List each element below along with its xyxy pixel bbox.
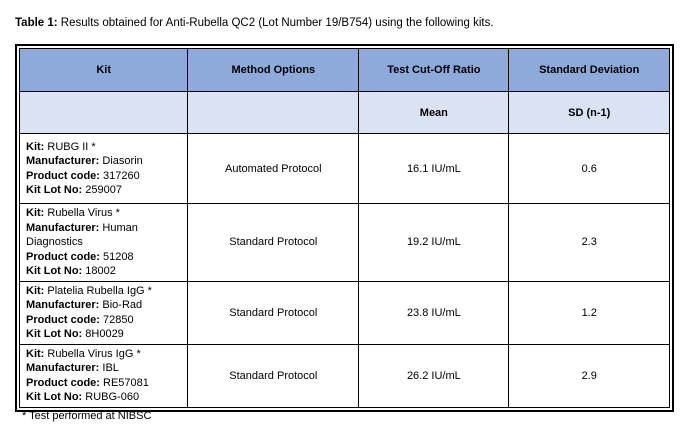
product-code-line: Product code: 72850 — [26, 313, 181, 328]
mean-cell: 19.2 IU/mL — [358, 203, 510, 282]
manufacturer-value: IBL — [102, 362, 119, 374]
subheader-method-empty — [187, 91, 360, 134]
subheader-mean: Mean — [358, 91, 510, 134]
product-code-label: Product code: — [26, 250, 100, 263]
table-row: Kit: Platelia Rubella IgG * Manufacturer… — [18, 280, 670, 345]
kit-name-line: Kit: RUBG II * — [26, 140, 181, 155]
kit-lot-label: Kit Lot No: — [26, 328, 83, 340]
table-row: Kit: RUBG II * Manufacturer: Diasorin Pr… — [18, 133, 670, 204]
kit-lot-line: Kit Lot No: 8H0029 — [26, 327, 181, 342]
manufacturer-line: Manufacturer: Diasorin — [26, 154, 181, 169]
kit-label: Kit: — [26, 284, 45, 297]
sd-cell: 1.2 — [508, 280, 670, 345]
manufacturer-label: Manufacturer: — [26, 299, 100, 311]
manufacturer-line: Manufacturer: IBL — [26, 361, 181, 376]
product-code-label: Product code: — [26, 169, 100, 182]
manufacturer-value: Diasorin — [102, 155, 143, 167]
table-footnote: * Test performed at NIBSC — [22, 410, 152, 422]
product-code-label: Product code: — [26, 376, 100, 389]
manufacturer-value: Bio-Rad — [102, 299, 143, 311]
table-row: Kit: Rubella Virus IgG * Manufacturer: I… — [18, 343, 670, 408]
table-subheader-row: Mean SD (n-1) — [18, 91, 670, 134]
manufacturer-line: Manufacturer: Bio-Rad — [26, 298, 181, 313]
product-code-value: 51208 — [103, 250, 134, 263]
kit-name: Platelia Rubella IgG * — [47, 284, 152, 297]
column-header-standard-deviation: Standard Deviation — [508, 48, 670, 92]
kit-info-cell: Kit: Rubella Virus IgG * Manufacturer: I… — [18, 343, 189, 408]
kit-lot-line: Kit Lot No: RUBG-060 — [26, 390, 181, 405]
method-cell: Automated Protocol — [187, 133, 360, 204]
kit-name: Rubella Virus * — [47, 207, 120, 219]
kit-lot-value: 259007 — [85, 184, 122, 196]
product-code-label: Product code: — [26, 313, 100, 326]
manufacturer-line: Manufacturer: Human Diagnostics — [26, 221, 181, 250]
product-code-value: 72850 — [103, 313, 134, 326]
mean-cell: 16.1 IU/mL — [358, 133, 510, 204]
column-header-test-cutoff-ratio: Test Cut-Off Ratio — [358, 48, 510, 92]
subheader-kit-empty — [18, 91, 189, 134]
table-outer-box: Kit Method Options Test Cut-Off Ratio St… — [15, 44, 674, 412]
table-row: Kit: Rubella Virus * Manufacturer: Human… — [18, 203, 670, 282]
kit-lot-label: Kit Lot No: — [26, 184, 83, 196]
table-caption-label: Table 1: — [15, 17, 58, 29]
product-code-line: Product code: 317260 — [26, 169, 181, 184]
results-table: Kit Method Options Test Cut-Off Ratio St… — [18, 48, 670, 408]
kit-lot-value: 18002 — [85, 265, 116, 277]
sd-cell: 0.6 — [508, 133, 670, 204]
kit-lot-value: RUBG-060 — [85, 391, 140, 403]
kit-info-cell: Kit: RUBG II * Manufacturer: Diasorin Pr… — [18, 133, 189, 204]
product-code-value: 317260 — [103, 169, 140, 182]
method-cell: Standard Protocol — [187, 280, 360, 345]
table-caption-text: Results obtained for Anti-Rubella QC2 (L… — [57, 17, 494, 29]
column-header-method-options: Method Options — [187, 48, 360, 92]
subheader-sd: SD (n-1) — [508, 91, 670, 134]
kit-name-line: Kit: Rubella Virus * — [26, 206, 181, 221]
product-code-value: RE57081 — [103, 376, 149, 389]
kit-label: Kit: — [26, 207, 45, 219]
kit-lot-line: Kit Lot No: 18002 — [26, 264, 181, 279]
kit-info-cell: Kit: Platelia Rubella IgG * Manufacturer… — [18, 280, 189, 345]
method-cell: Standard Protocol — [187, 343, 360, 408]
column-header-kit: Kit — [18, 48, 189, 92]
kit-name-line: Kit: Platelia Rubella IgG * — [26, 284, 181, 299]
mean-cell: 26.2 IU/mL — [358, 343, 510, 408]
method-cell: Standard Protocol — [187, 203, 360, 282]
sd-cell: 2.9 — [508, 343, 670, 408]
kit-lot-label: Kit Lot No: — [26, 265, 83, 277]
table-header-row: Kit Method Options Test Cut-Off Ratio St… — [18, 48, 670, 92]
kit-lot-value: 8H0029 — [85, 328, 124, 340]
kit-name-line: Kit: Rubella Virus IgG * — [26, 347, 181, 362]
kit-info-cell: Kit: Rubella Virus * Manufacturer: Human… — [18, 203, 189, 282]
product-code-line: Product code: RE57081 — [26, 376, 181, 391]
manufacturer-value: Human Diagnostics — [26, 221, 138, 249]
manufacturer-label: Manufacturer: — [26, 362, 100, 374]
manufacturer-label: Manufacturer: — [26, 221, 100, 234]
kit-lot-label: Kit Lot No: — [26, 391, 83, 403]
kit-name: RUBG II * — [47, 140, 96, 153]
sd-cell: 2.3 — [508, 203, 670, 282]
kit-label: Kit: — [26, 140, 45, 153]
kit-label: Kit: — [26, 347, 45, 360]
mean-cell: 23.8 IU/mL — [358, 280, 510, 345]
kit-name: Rubella Virus IgG * — [47, 347, 141, 360]
kit-lot-line: Kit Lot No: 259007 — [26, 183, 181, 198]
table-caption: Table 1: Results obtained for Anti-Rubel… — [15, 16, 494, 30]
manufacturer-label: Manufacturer: — [26, 155, 100, 167]
product-code-line: Product code: 51208 — [26, 250, 181, 265]
